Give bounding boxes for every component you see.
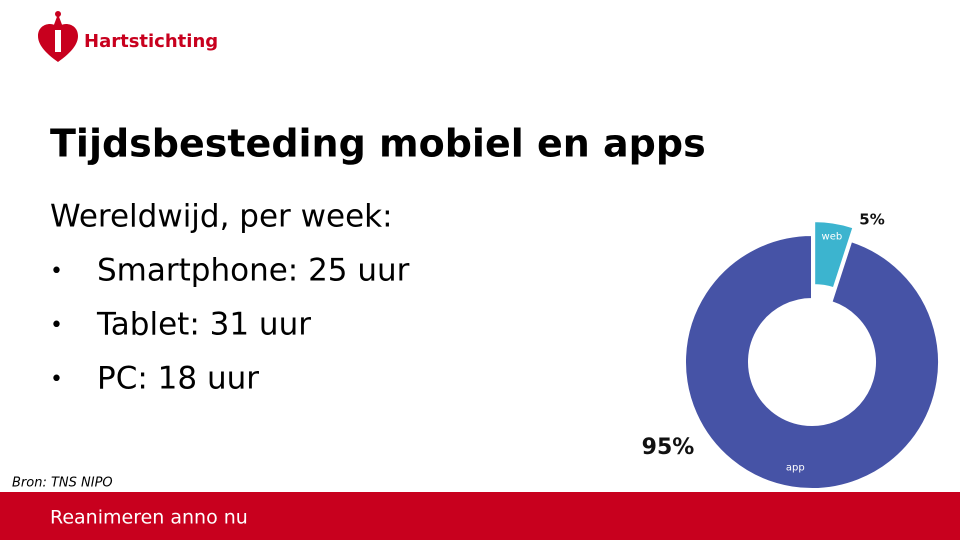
logo-text: Hartstichting bbox=[84, 31, 218, 52]
donut-chart: web 5% app 95% bbox=[642, 211, 940, 490]
slice-value-label: 95% bbox=[642, 435, 695, 460]
bullet-marker: • bbox=[50, 367, 63, 392]
bullet-text: Smartphone: 25 uur bbox=[97, 253, 410, 289]
bullet-marker: • bbox=[50, 259, 63, 284]
slice-category-label: web bbox=[822, 232, 843, 243]
logo-icon bbox=[38, 11, 78, 62]
bullet-marker: • bbox=[50, 313, 63, 338]
footer-bar bbox=[0, 492, 960, 540]
donut-slice bbox=[813, 220, 855, 290]
bullet-text: Tablet: 31 uur bbox=[96, 307, 311, 343]
donut-slice bbox=[684, 233, 940, 490]
slice-value-label: 5% bbox=[859, 211, 884, 229]
bullet-text: PC: 18 uur bbox=[97, 361, 259, 397]
subtitle: Wereldwijd, per week: bbox=[50, 199, 393, 235]
slice-category-label: app bbox=[786, 463, 805, 474]
source: Bron: TNS NIPO bbox=[12, 476, 113, 491]
footer-text: Reanimeren anno nu bbox=[50, 507, 248, 529]
slide-title: Tijdsbesteding mobiel en apps bbox=[50, 122, 706, 166]
